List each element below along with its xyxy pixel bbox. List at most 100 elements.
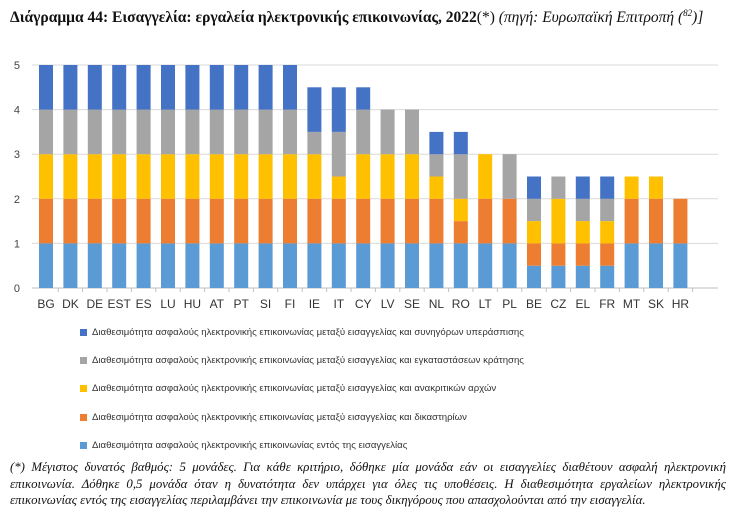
bar-segment bbox=[478, 154, 493, 199]
x-tick-label: AT bbox=[210, 297, 225, 311]
bar-segment bbox=[575, 176, 590, 199]
bar-segment bbox=[527, 265, 541, 288]
bar-segment bbox=[331, 87, 346, 132]
legend-label: Διαθεσιμότητα ασφαλούς ηλεκτρονικής επικ… bbox=[92, 354, 524, 366]
bar-segment bbox=[185, 65, 200, 110]
x-tick-label: EL bbox=[575, 297, 590, 311]
y-tick-label: 3 bbox=[14, 149, 20, 161]
bar-segment bbox=[87, 154, 102, 199]
x-tick-label: LV bbox=[381, 297, 395, 311]
title-marker: (*) bbox=[476, 9, 495, 27]
x-tick-label: RO bbox=[452, 297, 470, 311]
legend-item: Διαθεσιμότητα ασφαλούς ηλεκτρονικής επικ… bbox=[80, 431, 524, 459]
bar-segment bbox=[551, 198, 566, 244]
bar-segment bbox=[453, 154, 468, 199]
bar-segment bbox=[356, 87, 371, 110]
bar-segment bbox=[600, 198, 615, 222]
x-tick-label: HU bbox=[184, 297, 201, 311]
bar-segment bbox=[234, 154, 249, 199]
bar-segment bbox=[185, 154, 200, 199]
legend-swatch bbox=[80, 328, 87, 336]
bar-segment bbox=[39, 243, 53, 288]
bar-segment bbox=[87, 109, 102, 155]
bar-segment bbox=[112, 154, 127, 199]
bar-segment bbox=[258, 243, 273, 288]
bar-segment bbox=[258, 65, 273, 110]
legend-swatch bbox=[80, 413, 87, 421]
bar-segment bbox=[307, 198, 322, 244]
bar-segment bbox=[39, 198, 53, 244]
legend-label: Διαθεσιμότητα ασφαλούς ηλεκτρονικής επικ… bbox=[92, 439, 408, 451]
x-tick-label: PL bbox=[502, 297, 517, 311]
legend-label: Διαθεσιμότητα ασφαλούς ηλεκτρονικής επικ… bbox=[92, 326, 524, 338]
bar-segment bbox=[527, 243, 541, 266]
bar-segment bbox=[453, 198, 468, 222]
x-tick-label: MT bbox=[623, 297, 641, 311]
bar-segment bbox=[63, 243, 78, 288]
bar-segment bbox=[453, 221, 468, 244]
title-main: Διάγραμμα 44: Εισαγγελία: εργαλεία ηλεκτ… bbox=[10, 9, 477, 27]
x-tick-label: ES bbox=[136, 297, 152, 311]
bar-segment bbox=[624, 176, 639, 199]
bar-segment bbox=[283, 198, 297, 244]
title-source: (πηγή: Ευρωπαϊκή Επιτροπή (82)] bbox=[499, 8, 704, 27]
bar-segment bbox=[112, 109, 127, 155]
bar-segment bbox=[405, 243, 419, 288]
bar-segment bbox=[39, 109, 53, 155]
legend-swatch bbox=[80, 356, 87, 364]
bar-segment bbox=[307, 154, 322, 199]
legend-item: Διαθεσιμότητα ασφαλούς ηλεκτρονικής επικ… bbox=[80, 346, 524, 374]
bar-segment bbox=[551, 265, 566, 288]
bar-segment bbox=[502, 198, 517, 244]
bar-segment bbox=[527, 176, 541, 199]
y-tick-label: 1 bbox=[14, 238, 20, 250]
bar-segment bbox=[112, 198, 127, 244]
bar-segment bbox=[209, 154, 224, 199]
bar-segment bbox=[209, 198, 224, 244]
bar-segment bbox=[307, 243, 322, 288]
bar-segment bbox=[283, 154, 297, 199]
bar-segment bbox=[649, 176, 663, 199]
y-tick-label: 4 bbox=[14, 105, 20, 117]
bar-segment bbox=[478, 243, 493, 288]
bar-segment bbox=[673, 198, 688, 244]
bar-segment bbox=[161, 109, 175, 155]
bar-segment bbox=[161, 65, 175, 110]
bar-segment bbox=[136, 65, 151, 110]
bar-segment bbox=[136, 109, 151, 155]
bar-segment bbox=[429, 243, 444, 288]
stacked-bar-chart: 0 1 2 3 4 5 BG DK DE EST ES LU HU AT PT SI FI IE IT CY LV SE N… bbox=[14, 60, 718, 311]
bar-segment bbox=[283, 109, 297, 155]
y-tick-label: 2 bbox=[14, 194, 20, 206]
bar-segment bbox=[283, 243, 297, 288]
bar-segment bbox=[624, 243, 639, 288]
bar-segment bbox=[258, 109, 273, 155]
bar-segment bbox=[234, 243, 249, 288]
bar-segment bbox=[234, 109, 249, 155]
bar-segment bbox=[600, 221, 615, 244]
bar-segment bbox=[453, 131, 468, 155]
bar-segment bbox=[575, 221, 590, 244]
legend-swatch bbox=[80, 441, 87, 449]
source-suffix: )] bbox=[692, 9, 704, 27]
legend-item: Διαθεσιμότητα ασφαλούς ηλεκτρονικής επικ… bbox=[80, 403, 524, 431]
bar-segment bbox=[380, 154, 395, 199]
x-tick-label: FI bbox=[285, 297, 296, 311]
bar-segment bbox=[575, 243, 590, 266]
bar-segment bbox=[209, 65, 224, 110]
bar-segment bbox=[649, 243, 663, 288]
bar-segment bbox=[87, 65, 102, 110]
y-tick-label: 0 bbox=[14, 283, 20, 295]
bar-segment bbox=[649, 198, 663, 244]
x-tick-label: DK bbox=[62, 297, 79, 311]
bar-segment bbox=[600, 243, 615, 266]
x-tick-label: FR bbox=[599, 297, 615, 311]
bar-segment bbox=[405, 154, 419, 199]
bar-segment bbox=[405, 109, 419, 155]
x-tick-label: CZ bbox=[550, 297, 566, 311]
footnote: (*) Μέγιστος δυνατός βαθμός: 5 μονάδες. … bbox=[10, 460, 726, 507]
bar-segment bbox=[307, 131, 322, 155]
chart-title: Διάγραμμα 44: Εισαγγελία: εργαλεία ηλεκτ… bbox=[10, 4, 726, 27]
legend-item: Διαθεσιμότητα ασφαλούς ηλεκτρονικής επικ… bbox=[80, 318, 524, 346]
bar-segment bbox=[527, 198, 541, 222]
